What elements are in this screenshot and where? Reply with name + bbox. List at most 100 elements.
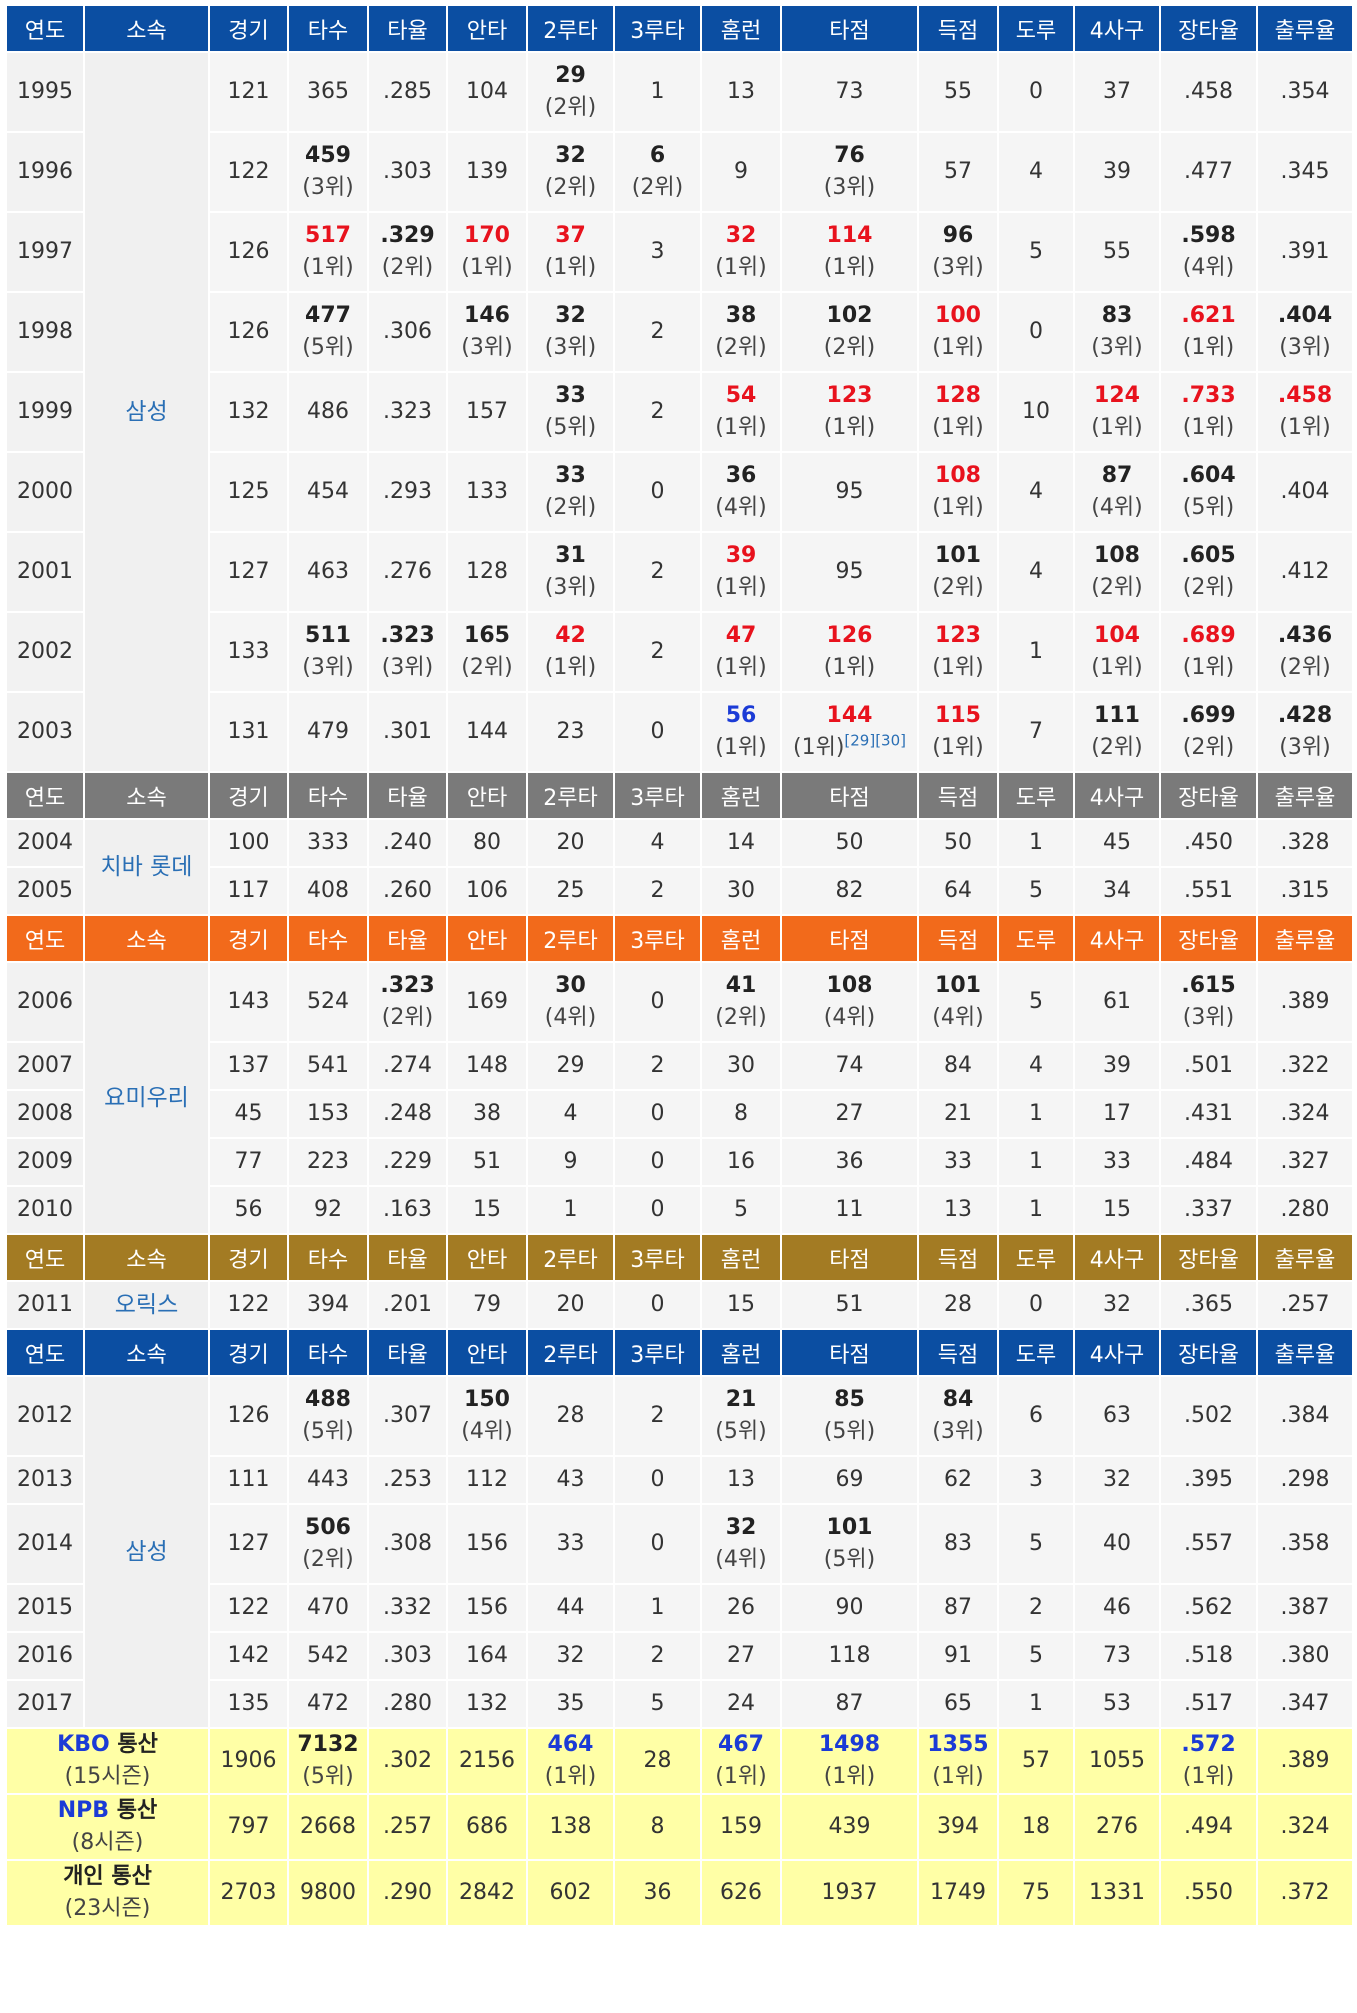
stat-value: 27 [727, 1643, 755, 1668]
stat-rank: (2위) [544, 175, 597, 200]
stat-rank: (1위) [715, 415, 767, 440]
stat-value: 122 [227, 1595, 270, 1620]
stat-value: .332 [383, 1595, 432, 1620]
team-cell-samsung1[interactable]: 삼성 [83, 51, 210, 773]
total-title: KBO 통산 [8, 1730, 207, 1761]
stat-cell: 25 [526, 866, 615, 916]
column-header: 홈런 [700, 1328, 782, 1377]
header-row-samsung1: 연도 소속 경기 타수 타율 안타 2루타 3루타 홈런 타점 득점 도루 4사구 장타율 출루율 [5, 4, 1354, 53]
table-row: 1998 126 477 (5위) .306 146 (3위) 32 (3위) 2 38 (2위) 10… [5, 291, 1354, 373]
stat-value: 126 [227, 239, 270, 264]
stat-value: 4 [1029, 1053, 1043, 1078]
league-link[interactable]: NPB [57, 1798, 117, 1823]
stat-rank: (1위)[29][30] [793, 731, 906, 760]
stat-cell: 53 [1073, 1679, 1161, 1729]
stat-cell: 20 [526, 818, 615, 868]
stat-value: 15 [1103, 1197, 1131, 1222]
stat-value: 1 [1029, 1691, 1043, 1716]
stat-cell: 123 (1위) [780, 371, 919, 453]
stat-cell: 150 (4위) [446, 1375, 528, 1457]
table-row: 2014 127 506 (2위) .308 156 33 0 32 (4위) 101 (5위) 83 5… [5, 1503, 1354, 1585]
stat-cell: 477 (5위) [287, 291, 369, 373]
column-header: 도루 [997, 771, 1075, 820]
year-value: 2006 [17, 989, 73, 1014]
stat-cell: 7 [997, 691, 1075, 773]
table-row: 2001 127 463 .276 128 31 (3위) 2 39 (1위) 95 101 (2위) 4… [5, 531, 1354, 613]
year-value: 2014 [17, 1531, 73, 1556]
column-header: 소속 [83, 771, 210, 820]
stat-rank: (4위) [544, 1005, 597, 1030]
stat-rank: (1위) [302, 255, 354, 280]
stat-value: .550 [1184, 1880, 1233, 1905]
stat-value: 1 [1029, 639, 1043, 664]
stat-cell: 0 [613, 1137, 702, 1187]
column-header: 타수 [287, 771, 369, 820]
stat-cell: 91 [917, 1631, 999, 1681]
stat-cell: 127 [208, 531, 289, 613]
stat-value: .163 [383, 1197, 432, 1222]
stat-cell: .412 [1256, 531, 1354, 613]
stat-rank: (3위) [1279, 735, 1331, 760]
stat-cell: .301 [367, 691, 448, 773]
stat-value: 8 [734, 1101, 748, 1126]
stat-value: 56 [234, 1197, 263, 1222]
stat-cell: .328 [1256, 818, 1354, 868]
stat-rank: (4위) [715, 495, 767, 520]
stat-rank: (5위) [823, 1547, 876, 1572]
stat-cell: .458 (1위) [1256, 371, 1354, 453]
stat-value: 5 [1029, 1531, 1043, 1556]
stat-cell: 164 [446, 1631, 528, 1681]
stat-value: 477 [305, 303, 351, 328]
stat-cell: 2668 [287, 1793, 369, 1861]
stat-cell: 9 [526, 1137, 615, 1187]
stat-cell: 138 [526, 1793, 615, 1861]
team-cell-samsung2[interactable]: 삼성 [83, 1375, 210, 1729]
team-cell-lotte[interactable]: 치바 롯데 [83, 818, 210, 916]
stat-value: 1 [650, 79, 665, 104]
stat-cell: 4 [526, 1089, 615, 1139]
team-cell-yomiuri[interactable]: 요미우리 [83, 961, 210, 1235]
stat-cell: 75 [997, 1859, 1075, 1927]
stat-value: .302 [383, 1748, 432, 1773]
stat-cell: 5 [997, 866, 1075, 916]
stat-cell: .337 [1159, 1185, 1258, 1235]
stat-value: .450 [1184, 830, 1233, 855]
citation-link[interactable]: [29][30] [844, 731, 906, 750]
column-header: 타율 [367, 1233, 448, 1282]
stat-value: 5 [1029, 878, 1043, 903]
stat-value: 104 [466, 79, 508, 104]
stat-rank: (1위) [715, 255, 767, 280]
column-header: 홈런 [700, 4, 782, 53]
stat-value: 61 [1103, 989, 1131, 1014]
column-header: 2루타 [526, 771, 615, 820]
year-cell: 1998 [5, 291, 85, 373]
stat-cell: .391 [1256, 211, 1354, 293]
stat-cell: 34 [1073, 866, 1161, 916]
stat-value: 32 [556, 1643, 585, 1668]
stat-value: 24 [727, 1691, 755, 1716]
stat-rank: (3위) [544, 575, 597, 600]
stat-cell: 64 [917, 866, 999, 916]
stat-cell: 0 [613, 1503, 702, 1585]
column-header: 4사구 [1073, 4, 1161, 53]
stat-cell: 125 [208, 451, 289, 533]
year-value: 2008 [17, 1101, 73, 1126]
stat-cell: 18 [997, 1793, 1075, 1861]
column-header: 출루율 [1256, 771, 1354, 820]
stat-cell: 29 (2위) [526, 51, 615, 133]
stat-value: 126 [227, 1403, 270, 1428]
stat-cell: 5 [997, 961, 1075, 1043]
stat-cell: 1355 (1위) [917, 1727, 999, 1795]
stat-value: 131 [227, 719, 270, 744]
stat-value: 83 [944, 1531, 972, 1556]
stat-cell: 2156 [446, 1727, 528, 1795]
league-link[interactable]: KBO [57, 1732, 118, 1757]
stat-value: 127 [227, 1531, 270, 1556]
stat-value: 1 [650, 1595, 665, 1620]
team-cell-orix[interactable]: 오릭스 [83, 1280, 210, 1330]
stat-cell: .550 [1159, 1859, 1258, 1927]
total-label-text: 통산 [117, 1732, 158, 1757]
stat-value: 127 [227, 559, 270, 584]
stat-cell: 333 [287, 818, 369, 868]
stat-value: 108 [1094, 543, 1140, 568]
